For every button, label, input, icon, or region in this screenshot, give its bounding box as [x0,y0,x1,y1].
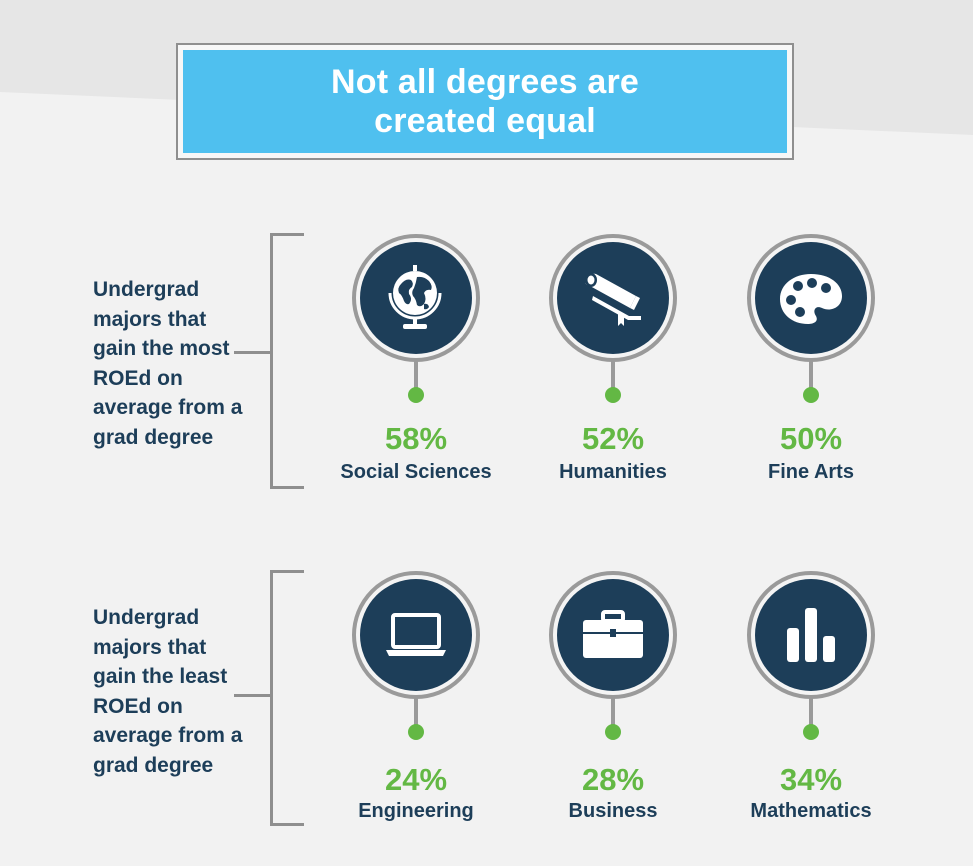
icon-disc [557,242,669,354]
connector-dot [408,387,424,403]
title-banner: Not all degrees are created equal [183,50,787,153]
bracket-pointer [234,351,271,354]
bracket-bottom [270,486,304,489]
icon-ring [747,234,875,362]
connector-dot [803,724,819,740]
icon-ring [549,234,677,362]
bracket-top [270,233,304,236]
group-most-roed: Undergrad majors that gain the most ROEd… [0,233,973,493]
book-scroll-icon [585,273,641,326]
laptop-icon [386,613,446,656]
percent-value: 50% [779,421,843,456]
icon-ring [352,571,480,699]
bracket-bottom [270,823,304,826]
page-title: Not all degrees are created equal [330,62,640,140]
group-label: Undergrad majors that gain the least ROE… [93,606,243,777]
item-mathematics: 34% Mathematics [711,570,911,830]
icon-ring [747,571,875,699]
major-name: Fine Arts [768,461,854,483]
item-fine-arts: 50% Fine Arts [711,233,911,493]
bracket-top [270,570,304,573]
percent-value: 58% [384,421,448,456]
connector-line [611,361,615,389]
major-name: Engineering [358,800,474,822]
item-business: 28% Business [513,570,713,830]
item-humanities: 52% Humanities [513,233,713,493]
connector-dot [605,724,621,740]
connector-line [809,361,813,389]
group-label: Undergrad majors that gain the most ROEd… [93,278,243,449]
icon-disc [360,579,472,691]
palette-icon [780,274,842,324]
major-name: Humanities [559,461,667,483]
percent-value: 28% [581,762,645,797]
percent-value: 52% [581,421,645,456]
major-name: Business [568,800,658,822]
icon-disc [755,242,867,354]
connector-dot [605,387,621,403]
bracket [270,233,273,489]
title-frame: Not all degrees are created equal [176,43,794,160]
percent-value: 24% [384,762,448,797]
icon-disc [755,579,867,691]
group-least-roed: Undergrad majors that gain the least ROE… [0,570,973,830]
major-name: Social Sciences [340,461,492,483]
major-name: Mathematics [750,800,872,822]
briefcase-icon [583,610,643,658]
percent-value: 34% [779,762,843,797]
icon-disc [360,242,472,354]
icon-disc [557,579,669,691]
connector-line [809,698,813,726]
globe-icon [388,265,442,329]
item-engineering: 24% Engineering [316,570,516,830]
connector-line [611,698,615,726]
connector-dot [803,387,819,403]
bracket-pointer [234,694,271,697]
item-social-sciences: 58% Social Sciences [316,233,516,493]
icon-ring [549,571,677,699]
connector-line [414,698,418,726]
bracket [270,570,273,826]
icon-ring [352,234,480,362]
connector-line [414,361,418,389]
bar-chart-icon [787,608,835,662]
connector-dot [408,724,424,740]
